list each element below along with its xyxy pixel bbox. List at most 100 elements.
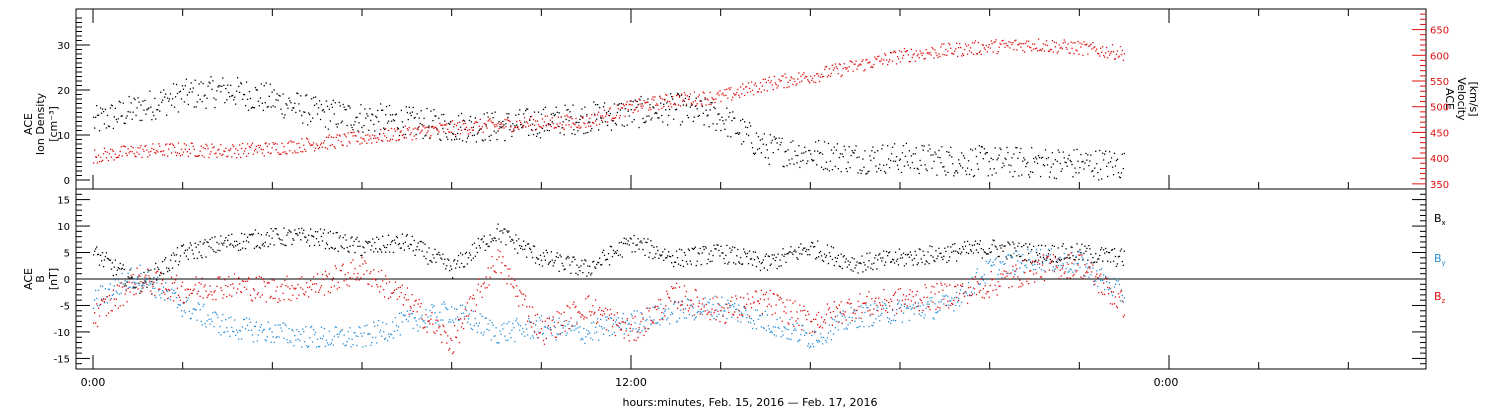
density-point <box>1030 171 1032 173</box>
velocity-point <box>941 43 943 45</box>
density-point <box>1043 165 1046 167</box>
bx-point <box>626 243 628 245</box>
by-point <box>232 330 234 333</box>
density-point <box>972 175 975 178</box>
bx-point <box>377 251 379 253</box>
bx-point <box>1023 244 1025 247</box>
bz-point <box>467 315 470 317</box>
by-point <box>383 331 385 333</box>
density-point <box>106 114 109 117</box>
velocity-point <box>197 155 199 157</box>
density-point <box>584 106 586 108</box>
bx-point <box>320 235 323 238</box>
by-point <box>812 343 814 345</box>
by-point <box>868 325 870 328</box>
bx-point <box>621 256 623 258</box>
density-point <box>786 165 788 167</box>
velocity-point <box>195 155 197 157</box>
velocity-point <box>414 127 416 129</box>
by-point <box>606 316 609 318</box>
density-point <box>744 121 746 123</box>
density-point <box>277 99 279 101</box>
bz-point <box>432 323 434 325</box>
density-point <box>118 100 120 102</box>
density-point <box>506 113 508 115</box>
bx-point <box>655 253 657 255</box>
velocity-point <box>222 153 224 155</box>
bx-point <box>484 249 486 251</box>
density-point <box>789 163 791 165</box>
velocity-point <box>905 50 907 52</box>
by-point <box>618 326 620 329</box>
by-point <box>282 322 284 324</box>
bx-point <box>94 250 96 252</box>
density-point <box>354 121 356 123</box>
velocity-point <box>633 109 635 111</box>
by-point <box>339 331 341 333</box>
density-point <box>824 167 827 170</box>
bx-point <box>766 269 768 271</box>
by-point <box>433 305 435 307</box>
velocity-point <box>214 153 216 155</box>
by-point <box>669 323 671 325</box>
velocity-point <box>457 122 459 124</box>
bz-point <box>188 294 190 296</box>
bz-point <box>375 279 377 281</box>
velocity-point <box>855 60 857 62</box>
bx-point <box>845 258 847 260</box>
by-point <box>594 332 596 334</box>
velocity-point <box>167 155 169 157</box>
bz-point <box>166 288 168 291</box>
by-point <box>435 322 437 324</box>
bx-point <box>365 240 367 242</box>
bz-point <box>600 313 602 316</box>
density-point <box>295 111 297 114</box>
bx-point <box>629 237 631 239</box>
bz-point <box>564 330 566 332</box>
velocity-point <box>889 59 891 61</box>
density-point <box>358 122 360 124</box>
bz-point <box>310 279 312 282</box>
density-point <box>877 150 879 152</box>
by-point <box>461 304 464 306</box>
by-point <box>347 330 349 333</box>
density-point <box>771 139 773 142</box>
bx-point <box>799 253 801 255</box>
bx-point <box>425 257 427 260</box>
density-point <box>181 85 184 87</box>
density-point <box>418 117 420 119</box>
by-point <box>829 330 832 332</box>
bz-point <box>260 276 262 279</box>
density-point <box>1027 161 1029 164</box>
by-point <box>721 296 723 298</box>
bz-point <box>266 282 268 284</box>
velocity-point <box>836 67 838 70</box>
by-point <box>643 325 645 327</box>
bx-point <box>892 259 895 261</box>
bx-point <box>762 259 764 261</box>
by-point <box>1073 263 1075 265</box>
bz-point <box>475 304 477 306</box>
bx-point <box>695 264 697 267</box>
bx-point <box>383 244 385 247</box>
bx-point <box>400 247 402 249</box>
by-point <box>299 339 301 342</box>
velocity-point <box>106 151 109 153</box>
velocity-point <box>530 115 533 118</box>
bz-point <box>493 270 495 272</box>
density-point <box>174 96 177 98</box>
density-point <box>463 120 466 122</box>
density-point <box>867 171 869 173</box>
bx-point <box>384 246 386 248</box>
density-point <box>763 133 765 135</box>
velocity-point <box>203 156 205 158</box>
bx-point <box>836 257 838 259</box>
density-point <box>758 147 761 150</box>
bx-point <box>746 252 749 255</box>
velocity-point <box>524 117 526 119</box>
velocity-point <box>880 60 882 62</box>
by-point <box>116 292 118 294</box>
velocity-point <box>413 135 415 137</box>
velocity-point <box>844 66 846 69</box>
bz-point <box>168 289 171 291</box>
